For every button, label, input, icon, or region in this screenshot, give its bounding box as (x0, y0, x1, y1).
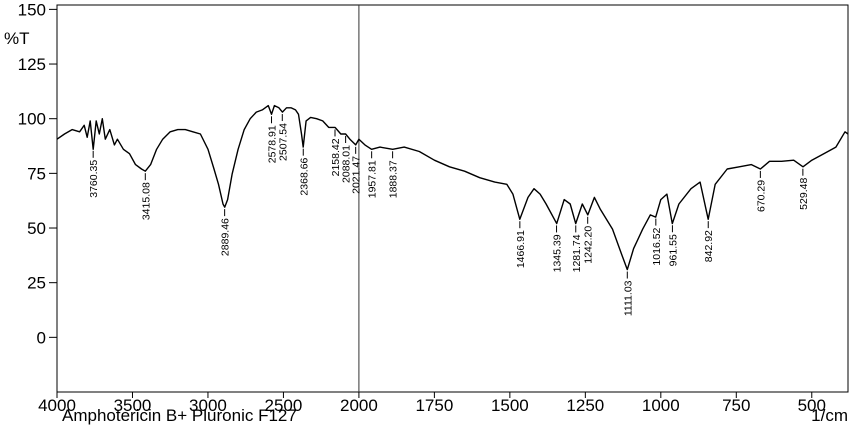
peak-label: 1016.52 (651, 227, 663, 265)
peak-label: 3415.08 (140, 182, 152, 220)
x-axis-label: 1/cm (811, 406, 848, 425)
peak-label: 2088.01 (341, 145, 353, 183)
x-tick-label: 750 (722, 396, 750, 415)
peak-label: 2021.47 (351, 156, 363, 194)
y-axis-label: %T (4, 29, 30, 48)
peak-label: 1281.74 (571, 234, 583, 272)
peak-label: 670.29 (755, 180, 767, 212)
peak-label: 1888.37 (388, 160, 400, 198)
peak-label: 1466.91 (515, 230, 527, 268)
x-tick-label: 2000 (340, 396, 378, 415)
peak-label: 529.48 (798, 178, 810, 210)
y-tick-label: 125 (18, 55, 46, 74)
y-tick-label: 50 (27, 219, 46, 238)
x-tick-label: 1000 (642, 396, 680, 415)
peak-label: 1111.03 (622, 280, 634, 316)
x-tick-label: 4000 (38, 396, 76, 415)
spectrum-line (56, 104, 849, 271)
peak-label: 2578.91 (267, 125, 279, 163)
y-tick-label: 100 (18, 110, 46, 129)
x-tick-label: 2500 (265, 396, 303, 415)
x-tick-label: 500 (798, 396, 826, 415)
peak-label: 842.92 (703, 230, 715, 262)
peak-label: 2368.66 (298, 157, 310, 195)
peak-label: 2507.54 (277, 123, 289, 161)
x-tick-label: 1250 (566, 396, 604, 415)
peak-label: 2889.46 (220, 218, 232, 256)
peak-label: 1345.39 (552, 234, 564, 272)
x-tick-label: 3500 (114, 396, 152, 415)
peak-label: 2158.42 (330, 138, 342, 176)
y-tick-label: 0 (37, 328, 46, 347)
peak-label: 961.55 (667, 234, 679, 266)
peak-label: 1957.81 (367, 160, 379, 198)
peak-label: 3760.35 (88, 160, 100, 198)
y-tick-label: 75 (27, 164, 46, 183)
y-tick-label: 150 (18, 0, 46, 19)
peak-label: 1242.20 (583, 226, 595, 264)
plot-frame (56, 4, 849, 393)
x-tick-label: 1750 (415, 396, 453, 415)
y-tick-label: 25 (27, 274, 46, 293)
x-tick-label: 1500 (491, 396, 529, 415)
chart-title: Amphotericin B+ Pluronic F127 (62, 406, 297, 425)
x-tick-label: 3000 (189, 396, 227, 415)
